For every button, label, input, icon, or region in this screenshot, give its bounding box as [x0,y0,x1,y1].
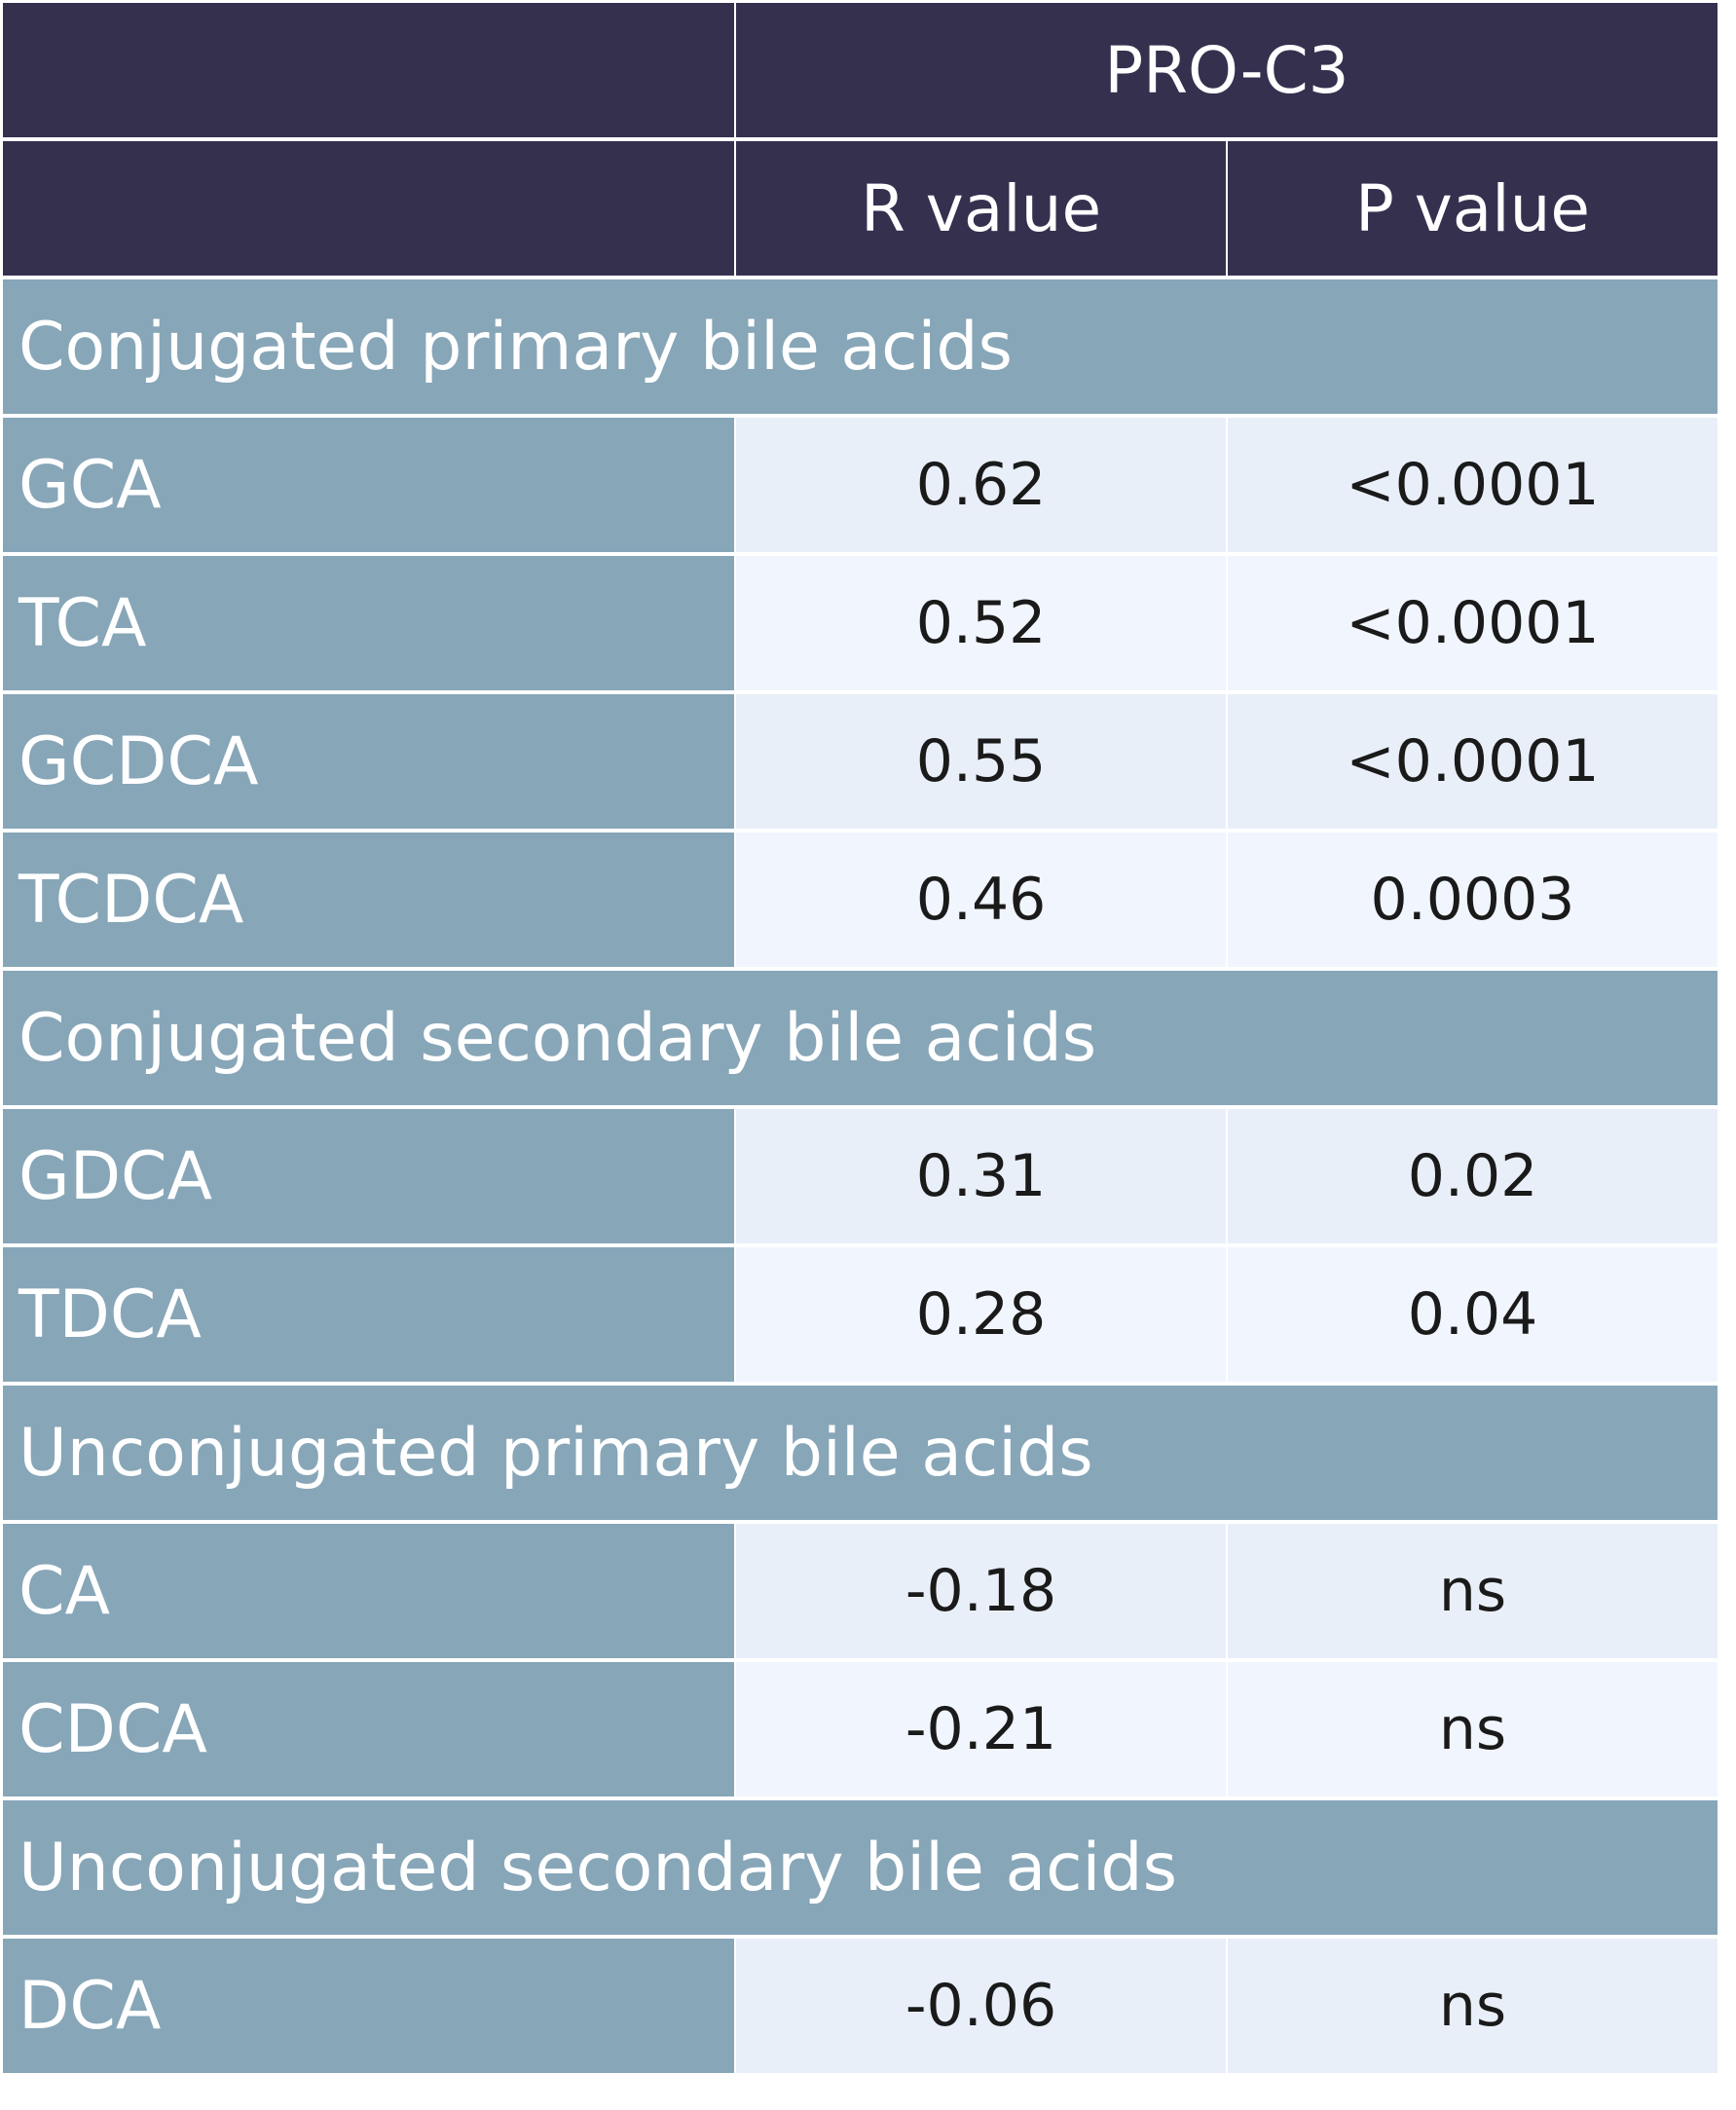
row-label: GCA [3,418,734,552]
row-label: TDCA [3,1247,734,1382]
r-value-cell: -0.21 [736,1662,1226,1796]
r-value-cell: 0.28 [736,1247,1226,1382]
row-label: CDCA [3,1662,734,1796]
r-value-cell: 0.55 [736,694,1226,829]
header-corner-cell [3,3,734,137]
table-row: TCA 0.52 <0.0001 [3,556,1718,690]
section-title: Conjugated primary bile acids [3,279,1718,414]
header-columns-row: R value P value [3,141,1718,276]
table-row: GCDCA 0.55 <0.0001 [3,694,1718,829]
p-value-cell: ns [1228,1939,1718,2073]
r-value-cell: 0.31 [736,1109,1226,1243]
row-label: TCDCA [3,833,734,967]
row-label: TCA [3,556,734,690]
section-header-row: Conjugated secondary bile acids [3,971,1718,1105]
p-value-cell: ns [1228,1662,1718,1796]
section-title: Unconjugated secondary bile acids [3,1800,1718,1935]
p-value-cell: 0.04 [1228,1247,1718,1382]
table-row: CA -0.18 ns [3,1524,1718,1658]
r-value-cell: -0.18 [736,1524,1226,1658]
p-value-cell: <0.0001 [1228,694,1718,829]
section-title: Conjugated secondary bile acids [3,971,1718,1105]
row-label: GCDCA [3,694,734,829]
row-label: DCA [3,1939,734,2073]
section-header-row: Unconjugated primary bile acids [3,1386,1718,1520]
table-row: DCA -0.06 ns [3,1939,1718,2073]
section-title: Unconjugated primary bile acids [3,1386,1718,1520]
p-value-cell: <0.0001 [1228,556,1718,690]
header-p-value: P value [1228,141,1718,276]
section-header-row: Unconjugated secondary bile acids [3,1800,1718,1935]
p-value-cell: <0.0001 [1228,418,1718,552]
row-label: GDCA [3,1109,734,1243]
p-value-cell: 0.0003 [1228,833,1718,967]
r-value-cell: 0.46 [736,833,1226,967]
header-r-value: R value [736,141,1226,276]
r-value-cell: 0.62 [736,418,1226,552]
table-row: CDCA -0.21 ns [3,1662,1718,1796]
r-value-cell: -0.06 [736,1939,1226,2073]
table-row: GCA 0.62 <0.0001 [3,418,1718,552]
p-value-cell: ns [1228,1524,1718,1658]
header-group-label: PRO-C3 [736,3,1718,137]
correlation-table: PRO-C3 R value P value Conjugated primar… [3,3,1718,2073]
section-header-row: Conjugated primary bile acids [3,279,1718,414]
header-corner-cell [3,141,734,276]
table-row: TCDCA 0.46 0.0003 [3,833,1718,967]
p-value-cell: 0.02 [1228,1109,1718,1243]
row-label: CA [3,1524,734,1658]
header-group-row: PRO-C3 [3,3,1718,137]
table-row: GDCA 0.31 0.02 [3,1109,1718,1243]
r-value-cell: 0.52 [736,556,1226,690]
table-body: Conjugated primary bile acids GCA 0.62 <0.0… [3,279,1718,2073]
table-row: TDCA 0.28 0.04 [3,1247,1718,1382]
